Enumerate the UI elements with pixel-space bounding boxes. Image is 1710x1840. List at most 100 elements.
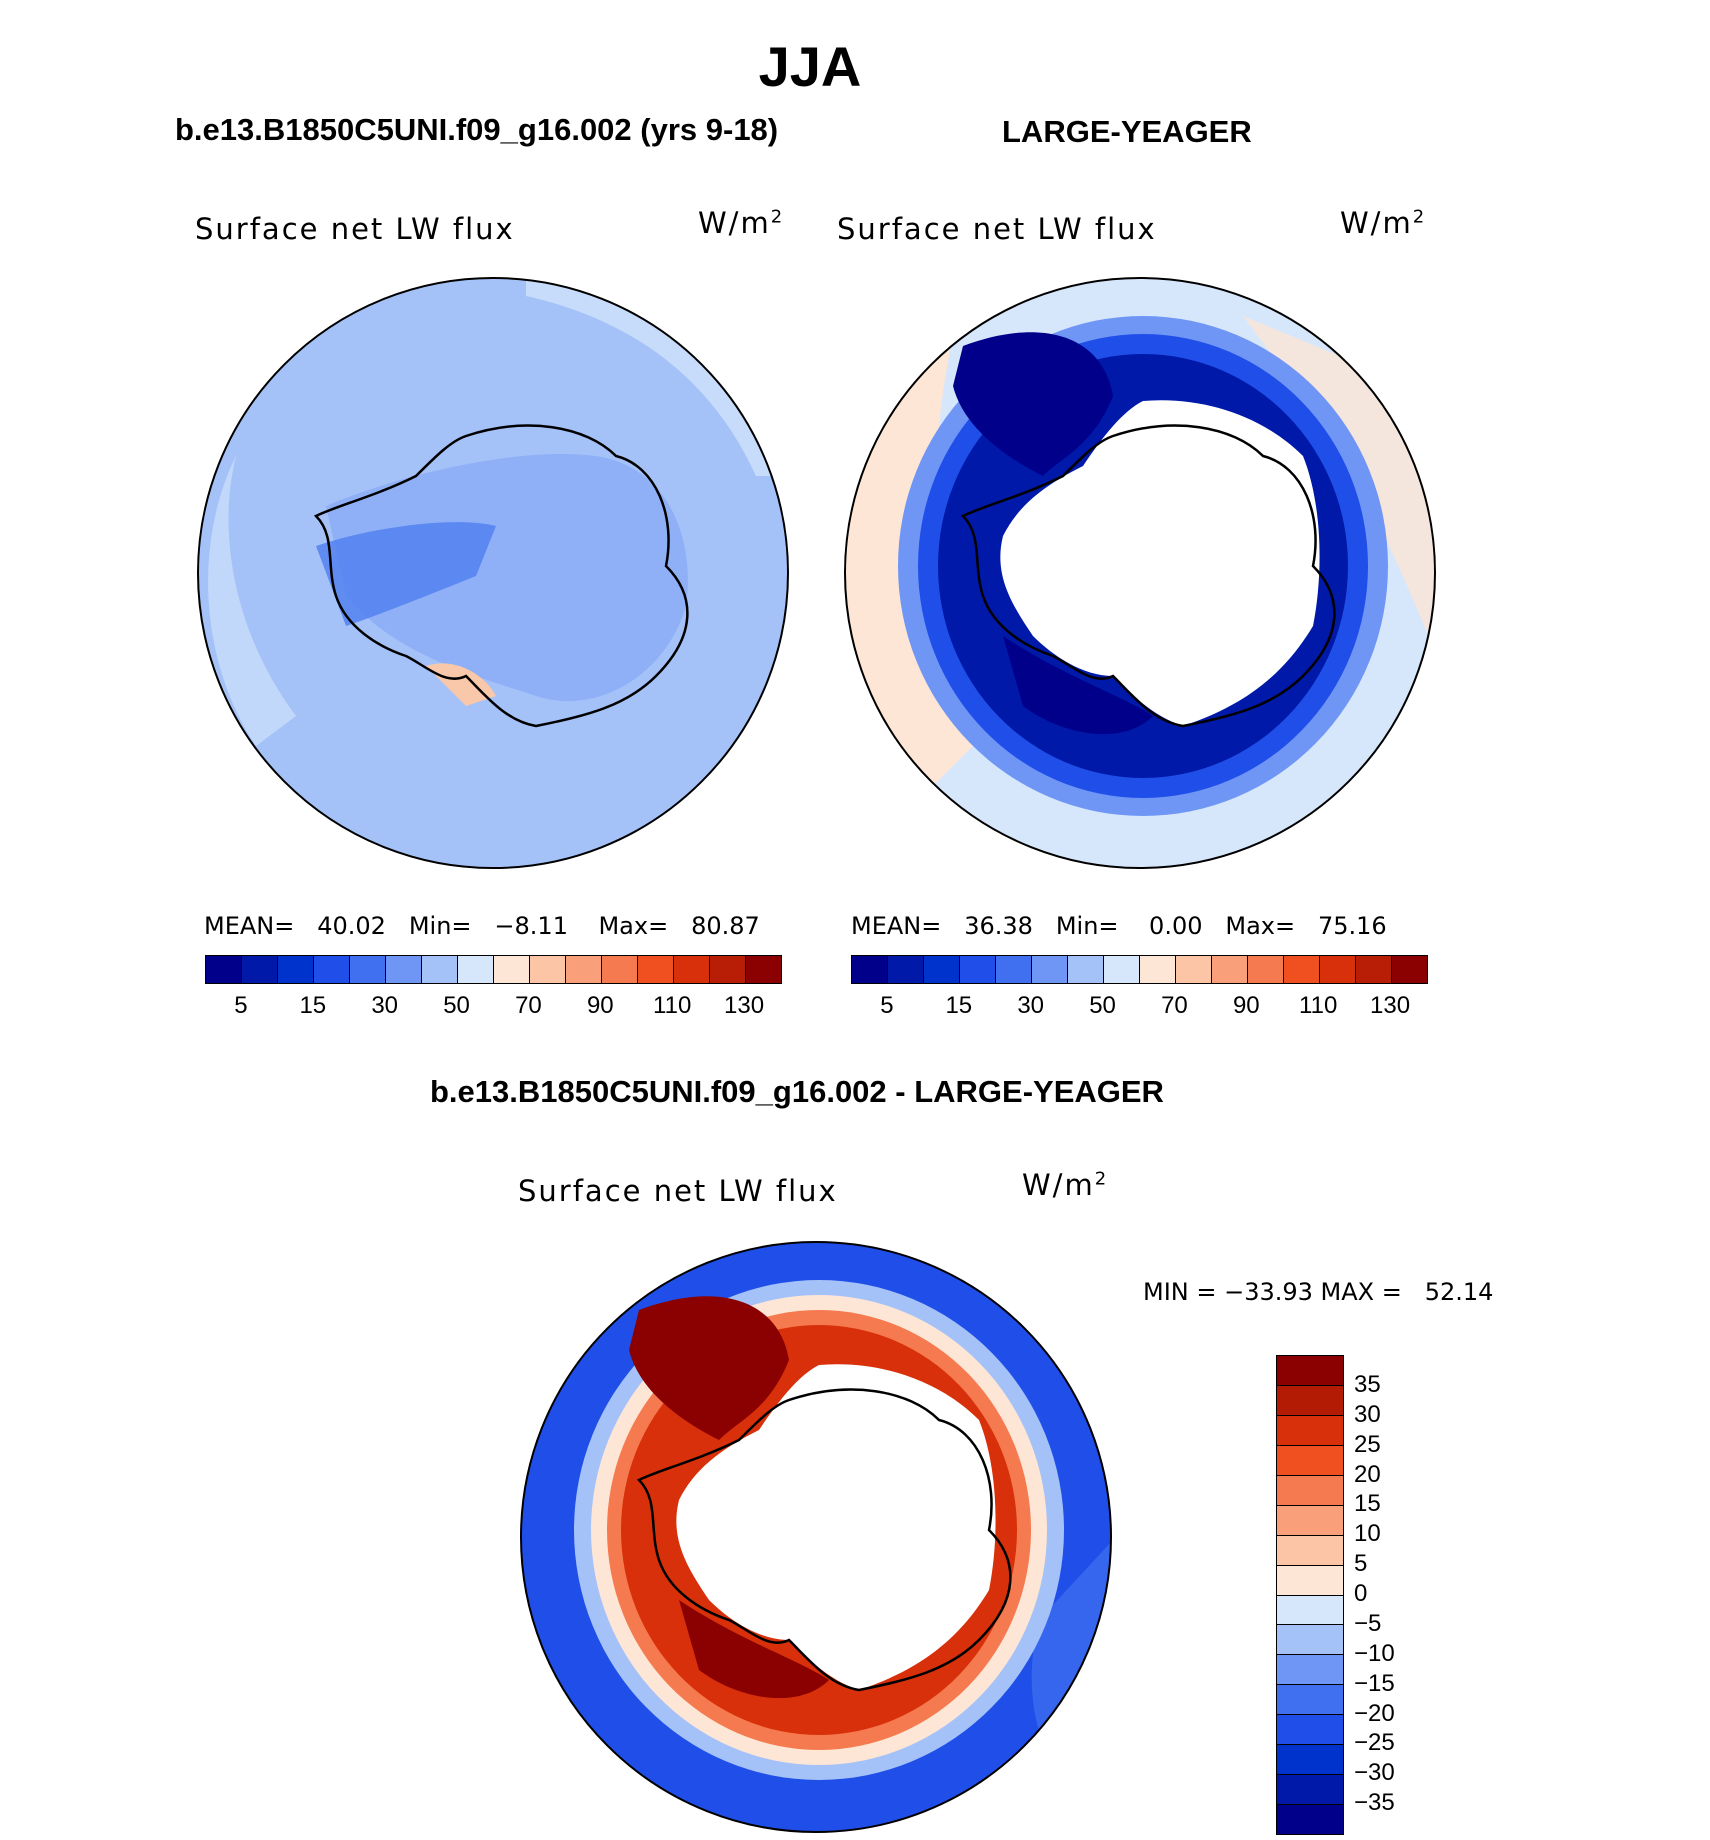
colorbar-tick-label: 130 [1370,992,1411,1019]
colorbar-swatch [602,956,638,983]
colorbar-tick-label: −20 [1354,1699,1395,1727]
colorbar-tick-label: −30 [1354,1759,1395,1787]
colorbar-swatch [1277,1356,1343,1386]
colorbar-swatch [458,956,494,983]
colorbar-tick-label: 30 [1017,992,1045,1019]
colorbar-swatch [1277,1595,1343,1626]
colorbar-tick-label: 25 [1354,1430,1381,1458]
colorbar-swatch [1277,1385,1343,1416]
colorbar-swatch [638,956,674,983]
colorbar-tick-label: 110 [653,992,692,1019]
colorbar-tick-label: 50 [1089,992,1116,1019]
colorbar-swatch [1277,1745,1343,1776]
panel-1-antarctica-coastline [313,424,689,728]
colorbar-swatch [242,956,278,983]
colorbar-tick-label: −5 [1354,1609,1382,1637]
panel-3-colorbar [1276,1355,1344,1835]
colorbar-swatch [494,956,530,983]
colorbar-swatch [1248,956,1284,983]
colorbar-swatch [1104,956,1140,983]
colorbar-tick-label: 5 [880,992,894,1019]
panel-1-field-light-region-west [208,456,296,746]
panel-1-stats: MEAN= 40.02 Min= −8.11 Max= 80.87 [204,912,760,940]
panel-2-field-darkest-west [953,332,1113,476]
colorbar-tick-label: 70 [515,992,542,1019]
colorbar-tick-label: 10 [1354,1520,1381,1548]
panel-3-stats: MIN = −33.93 MAX = 52.14 [1143,1278,1494,1306]
colorbar-tick-label: 30 [1354,1400,1381,1428]
colorbar-swatch [924,956,960,983]
colorbar-swatch [1356,956,1392,983]
colorbar-swatch [710,956,746,983]
colorbar-swatch [1140,956,1176,983]
panel-2-land-mask [1000,400,1320,726]
colorbar-tick-label: 50 [443,992,470,1019]
colorbar-tick-label: 90 [586,992,614,1019]
panel-3-unit: W/m2 [1022,1168,1109,1202]
colorbar-swatch [1277,1715,1343,1746]
colorbar-swatch [996,956,1032,983]
colorbar-swatch [1277,1655,1343,1686]
panel-2-map-boundary [844,277,1436,869]
panel-2-case-title: LARGE-YEAGER [1002,114,1252,149]
colorbar-swatch [314,956,350,983]
colorbar-tick-label: 5 [234,992,248,1019]
colorbar-swatch [1277,1625,1343,1656]
panel-1-case-title: b.e13.B1850C5UNI.f09_g16.002 (yrs 9-18) [175,112,779,147]
colorbar-swatch [1277,1535,1343,1566]
colorbar-tick-label: −35 [1354,1789,1395,1817]
colorbar-tick-label: −10 [1354,1639,1395,1667]
colorbar-swatch [530,956,566,983]
panel-1-colorbar [205,955,782,984]
panel-1-map-boundary [197,277,789,869]
colorbar-swatch [1277,1475,1343,1506]
panel-2-antarctica-coastline [960,424,1336,728]
colorbar-swatch [1320,956,1356,983]
panel-2-unit: W/m2 [1340,206,1427,240]
panel-2-polar-map [844,277,1436,869]
colorbar-swatch [1068,956,1104,983]
colorbar-tick-label: 5 [1354,1550,1368,1578]
colorbar-swatch [386,956,422,983]
colorbar-swatch [422,956,458,983]
colorbar-tick-label: 15 [299,992,327,1019]
colorbar-swatch [1392,956,1427,983]
colorbar-swatch [1277,1565,1343,1596]
colorbar-swatch [746,956,781,983]
colorbar-swatch [852,956,888,983]
colorbar-swatch [1277,1505,1343,1536]
colorbar-swatch [1032,956,1068,983]
colorbar-tick-label: 130 [724,992,765,1019]
panel-3-map-boundary [520,1241,1112,1833]
panel-3-antarctica-coastline [636,1388,1012,1692]
panel-3-land-mask [676,1364,996,1690]
colorbar-swatch [1277,1445,1343,1476]
difference-title: b.e13.B1850C5UNI.f09_g16.002 - LARGE-YEA… [430,1074,1164,1109]
colorbar-swatch [1284,956,1320,983]
colorbar-swatch [960,956,996,983]
colorbar-swatch [1212,956,1248,983]
colorbar-swatch [1277,1805,1343,1834]
colorbar-swatch [1176,956,1212,983]
panel-3-field-darkest-west [629,1296,789,1440]
panel-2-stats: MEAN= 36.38 Min= 0.00 Max= 75.16 [851,912,1387,940]
panel-3-colorbar-labels: 35 30 25 20 15 10 5 0 −5 −10 −15 −20 −25 −30 −35 [1354,1355,1434,1833]
colorbar-tick-label: −25 [1354,1729,1395,1757]
colorbar-swatch [888,956,924,983]
colorbar-tick-label: 70 [1161,992,1188,1019]
colorbar-tick-label: 35 [1354,1370,1381,1398]
colorbar-tick-label: 30 [371,992,399,1019]
panel-1-colorbar-labels: 5 15 30 50 70 90 110 130 [205,992,780,1022]
panel-1-unit: W/m2 [698,206,785,240]
colorbar-swatch [206,956,242,983]
panel-1-variable-label: Surface net LW flux [195,212,515,246]
colorbar-swatch [350,956,386,983]
panel-2-field-darkest-south [1003,636,1153,735]
panel-3-polar-map [520,1241,1112,1833]
colorbar-swatch [1277,1415,1343,1446]
colorbar-tick-label: 20 [1354,1460,1381,1488]
panel-2-variable-label: Surface net LW flux [837,212,1157,246]
colorbar-tick-label: 15 [945,992,973,1019]
panel-1-field-continent-region [326,454,688,702]
colorbar-tick-label: 0 [1354,1580,1368,1607]
